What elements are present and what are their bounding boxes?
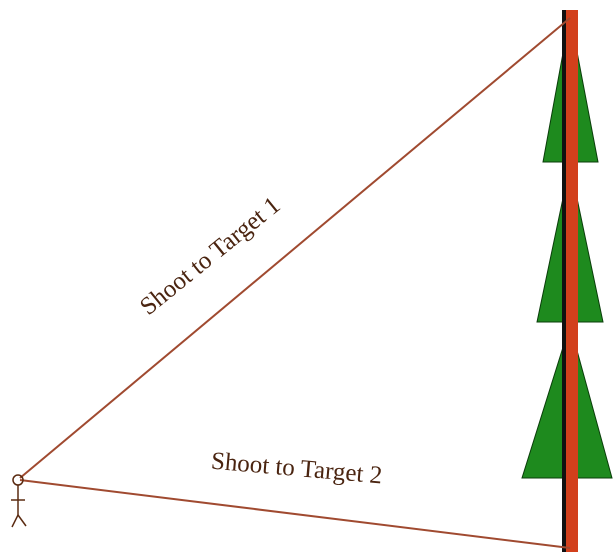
diagram: Shoot to Target 1 Shoot to Target 2: [0, 0, 615, 554]
sight-line: [20, 480, 570, 548]
label: Shoot to Target 1: [135, 192, 285, 321]
pole: [566, 10, 578, 552]
label: Shoot to Target 2: [210, 448, 383, 490]
person: [11, 475, 26, 527]
sight-line: [20, 18, 570, 478]
